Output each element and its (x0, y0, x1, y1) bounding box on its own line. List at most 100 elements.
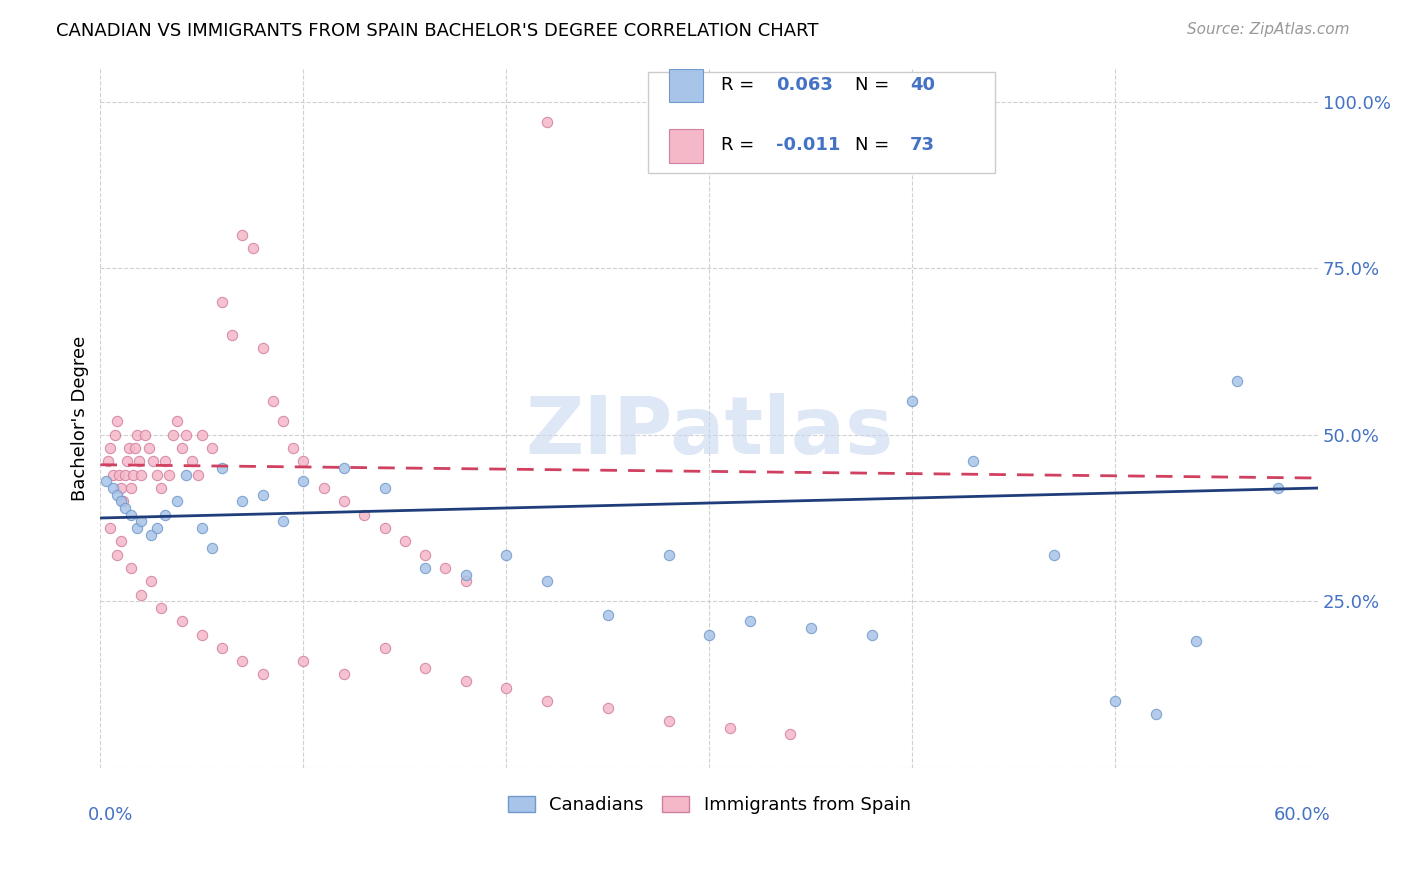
Point (107, 467, 129, 482)
Point (738, 614, 761, 628)
Point (150, 600, 173, 615)
Point (271, 414, 294, 428)
Text: N =: N = (855, 136, 896, 154)
Point (211, 294, 233, 309)
Point (114, 467, 136, 482)
Text: 0.0%: 0.0% (89, 806, 134, 824)
Point (201, 441, 224, 455)
Text: -0.011: -0.011 (776, 136, 841, 154)
Text: 40: 40 (910, 76, 935, 94)
Point (166, 414, 188, 428)
Text: 60.0%: 60.0% (1274, 806, 1330, 824)
Point (129, 514, 152, 528)
Point (191, 627, 214, 641)
Point (413, 548, 436, 562)
Point (1185, 634, 1208, 648)
Point (120, 508, 142, 522)
Point (174, 427, 197, 442)
Text: R =: R = (721, 136, 761, 154)
Text: R =: R = (721, 76, 761, 94)
Point (454, 674, 477, 689)
Point (97, 454, 120, 468)
Point (162, 427, 184, 442)
Point (252, 341, 274, 355)
Point (129, 588, 152, 602)
Point (110, 534, 132, 549)
Text: N =: N = (855, 76, 896, 94)
Point (105, 414, 128, 428)
Legend: Canadians, Immigrants from Spain: Canadians, Immigrants from Spain (501, 789, 918, 822)
Point (333, 494, 356, 508)
Point (201, 541, 224, 555)
Point (150, 481, 173, 495)
Point (96, 475, 118, 489)
Point (536, 694, 558, 708)
Point (495, 681, 517, 695)
Point (114, 501, 136, 516)
Point (1144, 707, 1167, 722)
Point (111, 494, 134, 508)
Point (100, 521, 122, 535)
Point (115, 454, 138, 468)
Point (100, 441, 122, 455)
Point (252, 488, 274, 502)
Point (155, 454, 177, 468)
Point (292, 654, 315, 668)
Text: 0.063: 0.063 (776, 76, 834, 94)
Point (800, 621, 823, 635)
Text: ZIPatlas: ZIPatlas (524, 393, 893, 471)
Point (139, 574, 162, 589)
Point (901, 394, 924, 409)
Point (139, 527, 162, 541)
Point (101, 467, 124, 482)
Point (155, 508, 177, 522)
Point (110, 481, 132, 495)
Point (596, 607, 619, 622)
Point (394, 534, 416, 549)
Point (658, 714, 681, 728)
Point (718, 721, 741, 735)
Point (413, 661, 436, 675)
Bar (669, 129, 703, 163)
Point (125, 521, 148, 535)
Point (373, 481, 395, 495)
Point (138, 441, 160, 455)
Point (333, 667, 356, 681)
Point (231, 227, 253, 242)
Point (105, 488, 128, 502)
Text: 73: 73 (910, 136, 935, 154)
Point (142, 454, 165, 468)
Point (413, 561, 436, 575)
Point (180, 454, 202, 468)
Point (860, 627, 883, 641)
Point (166, 494, 188, 508)
Point (292, 454, 315, 468)
Point (125, 427, 148, 442)
Point (454, 574, 477, 589)
Point (120, 561, 142, 575)
Point (146, 467, 169, 482)
Point (157, 467, 180, 482)
Point (373, 521, 395, 535)
Text: CANADIAN VS IMMIGRANTS FROM SPAIN BACHELOR'S DEGREE CORRELATION CHART: CANADIAN VS IMMIGRANTS FROM SPAIN BACHEL… (56, 22, 818, 40)
Point (101, 481, 124, 495)
Point (536, 115, 558, 129)
Point (333, 461, 356, 475)
Point (495, 548, 517, 562)
Text: Source: ZipAtlas.com: Source: ZipAtlas.com (1187, 22, 1350, 37)
Point (262, 394, 284, 409)
Point (191, 427, 214, 442)
Point (252, 667, 274, 681)
Point (242, 241, 264, 255)
Point (271, 514, 294, 528)
Point (1043, 548, 1066, 562)
Point (118, 441, 141, 455)
Point (596, 700, 619, 714)
Point (105, 548, 128, 562)
Point (128, 454, 150, 468)
Y-axis label: Bachelor's Degree: Bachelor's Degree (72, 335, 89, 500)
Point (124, 441, 146, 455)
Point (187, 467, 209, 482)
Point (103, 427, 125, 442)
Point (312, 481, 335, 495)
